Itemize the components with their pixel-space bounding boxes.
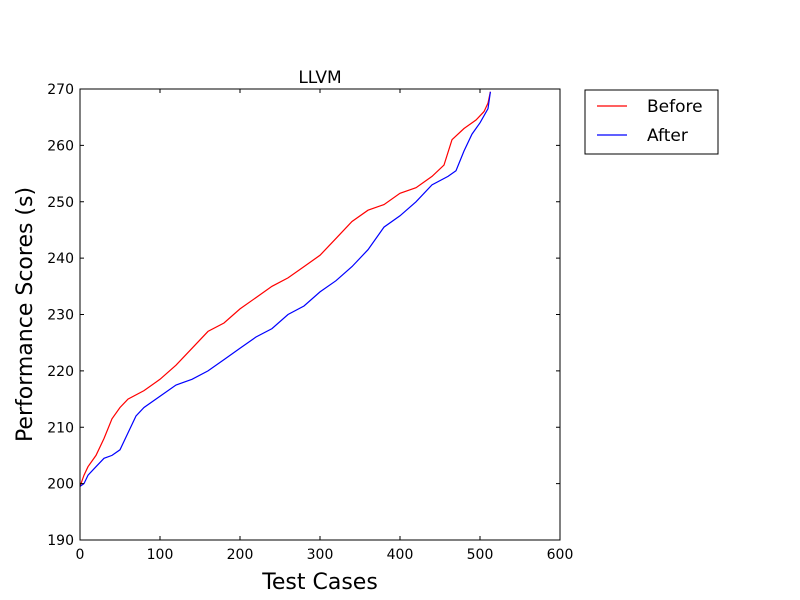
y-tick-label: 230 — [47, 308, 74, 324]
x-tick-label: 600 — [547, 547, 574, 563]
legend-box — [584, 89, 719, 155]
y-tick-label: 210 — [47, 420, 74, 436]
x-tick-label: 0 — [76, 547, 85, 563]
legend: Before After — [584, 89, 719, 155]
x-axis-label: Test Cases — [261, 570, 378, 595]
y-tick-label: 190 — [47, 533, 74, 549]
x-axis: 0 100 200 300 400 500 600 — [76, 89, 574, 563]
y-axis: 190 200 210 220 230 240 250 260 270 — [47, 82, 560, 549]
y-tick-label: 240 — [47, 251, 74, 267]
legend-label-after: After — [647, 126, 688, 146]
y-tick-label: 220 — [47, 364, 74, 380]
x-tick-label: 300 — [307, 547, 334, 563]
y-tick-label: 260 — [47, 138, 74, 154]
legend-label-before: Before — [647, 97, 703, 117]
x-tick-label: 500 — [467, 547, 494, 563]
series-line-after — [79, 91, 491, 487]
y-tick-label: 250 — [47, 195, 74, 211]
y-tick-label: 270 — [47, 82, 74, 98]
y-axis-label: Performance Scores (s) — [13, 187, 38, 442]
x-tick-label: 400 — [387, 547, 414, 563]
x-tick-label: 100 — [147, 547, 174, 563]
x-tick-label: 200 — [227, 547, 254, 563]
y-tick-label: 200 — [47, 477, 74, 493]
plot-lines — [79, 91, 491, 487]
series-line-before — [79, 91, 491, 487]
chart-title: LLVM — [298, 68, 341, 88]
